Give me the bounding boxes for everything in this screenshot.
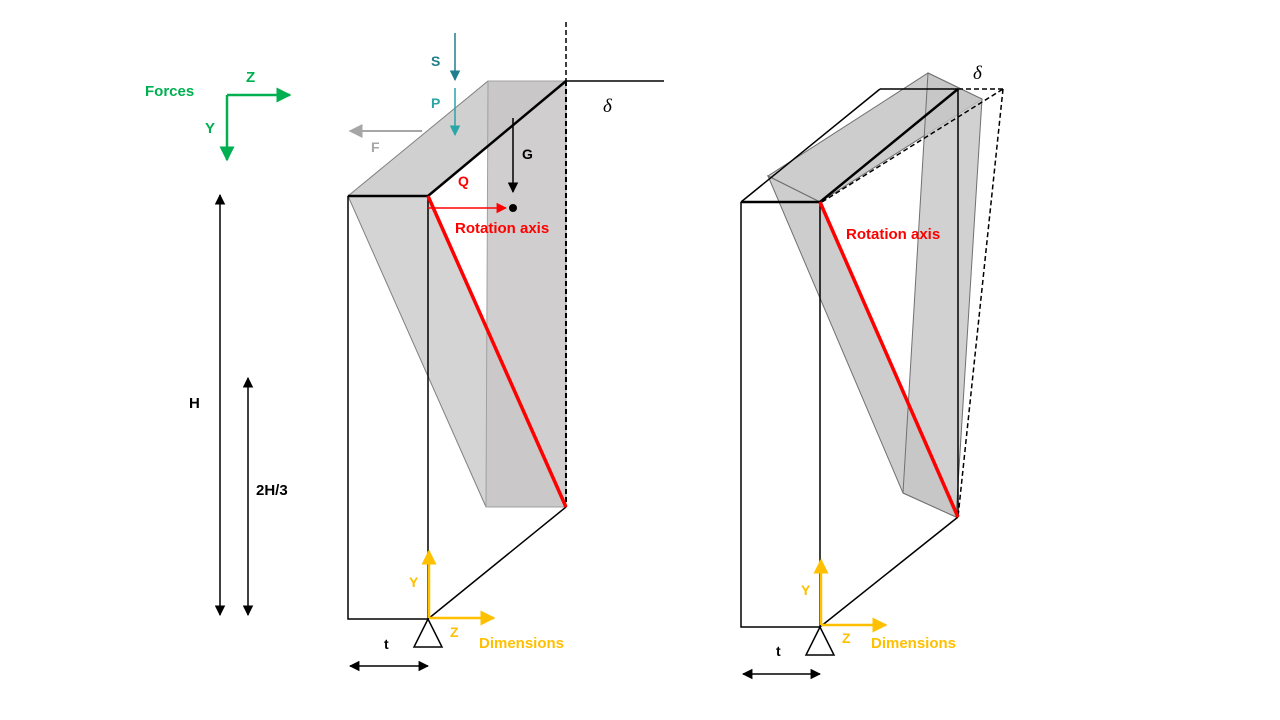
forces-y-label: Y (205, 120, 215, 137)
wall-left-outline (347, 196, 429, 620)
wall-right-displaced-back-face (902, 72, 983, 518)
force-g-label: G (522, 146, 533, 162)
wall-left-back-face (485, 80, 567, 508)
wall-right-delta-label: δ (973, 63, 983, 84)
wall-left-delta-label: δ (603, 96, 613, 117)
two-thirds-h-label: 2H/3 (256, 482, 288, 499)
wall-right-rotation-axis-label: Rotation axis (846, 226, 940, 243)
forces-axes: Forces Z Y (145, 69, 292, 162)
wall-right: δ Rotation axis Y Z Dimensions t (740, 63, 1004, 680)
wall-right-displaced-top-dashed (821, 88, 1004, 203)
force-q-label: Q (458, 173, 469, 189)
wall-left-top-diagonal (427, 80, 567, 197)
wall-right-bottom-diagonal (819, 516, 959, 628)
wall-left-rotation-axis (426, 195, 568, 508)
wall-left: δ Rotation axis S P F G Q Y Z Dimensions… (346, 22, 664, 672)
wall-right-t-label: t (776, 643, 781, 659)
wall-right-pivot-support (804, 625, 836, 656)
wall-left-pivot-support (412, 617, 444, 648)
h-label: H (189, 395, 200, 412)
wall-right-outline (740, 202, 821, 628)
forces-z-label: Z (246, 69, 255, 86)
wall-left-dimensions-title: Dimensions (479, 635, 564, 652)
wall-right-rotation-axis (818, 201, 960, 518)
wall-right-dim-y-label: Y (801, 582, 811, 598)
force-p-label: P (431, 95, 440, 111)
wall-left-rotation-axis-label: Rotation axis (455, 220, 549, 237)
force-f-label: F (371, 139, 380, 155)
height-dimensions: H 2H/3 (189, 193, 288, 617)
wall-left-t-label: t (384, 636, 389, 652)
wall-right-dimensions-title: Dimensions (871, 635, 956, 652)
wall-left-dim-z-label: Z (450, 624, 459, 640)
wall-left-bottom-diagonal (427, 506, 567, 620)
forces-title: Forces (145, 83, 194, 100)
center-of-gravity-point (509, 204, 517, 212)
wall-left-dim-y-label: Y (409, 574, 419, 590)
wall-right-top-diagonal (819, 88, 959, 203)
force-s-label: S (431, 53, 440, 69)
wall-right-dim-z-label: Z (842, 630, 851, 646)
wall-right-top-back-edge (740, 88, 881, 203)
